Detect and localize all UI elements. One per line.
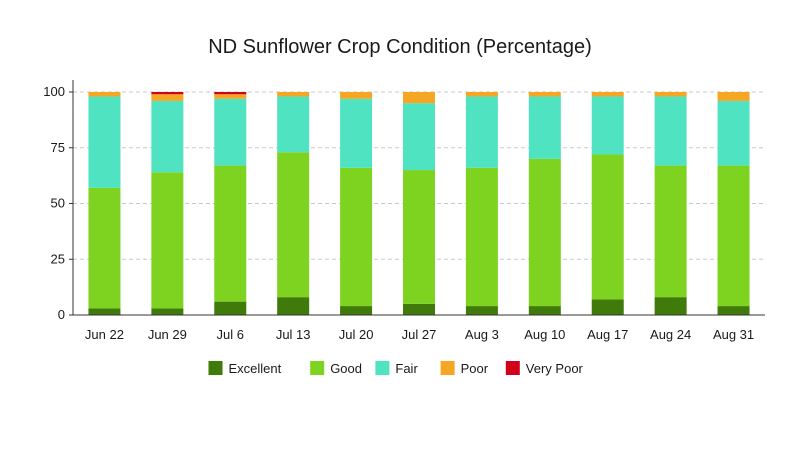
y-tick-label: 100 [43, 84, 65, 99]
bar-segment-fair [591, 96, 624, 155]
y-tick-label: 75 [51, 140, 65, 155]
x-tick-label: Aug 3 [465, 327, 499, 342]
legend-label: Good [330, 361, 362, 376]
legend-label: Poor [461, 361, 489, 376]
bar-segment-good [277, 152, 310, 298]
bar-segment-excellent [214, 301, 247, 315]
bars [88, 92, 750, 315]
legend-swatch [505, 361, 520, 375]
bar-segment-good [88, 187, 121, 309]
bar-segment-excellent [654, 297, 687, 315]
legend-label: Very Poor [526, 361, 584, 376]
bar-segment-very-poor [151, 92, 184, 95]
bar-segment-excellent [88, 308, 121, 315]
y-tick-label: 50 [51, 196, 65, 211]
bar-segment-fair [88, 96, 121, 188]
x-tick-label: Jul 13 [276, 327, 311, 342]
bar-segment-good [403, 170, 435, 304]
bar-segment-fair [403, 103, 435, 171]
bar-segment-fair [151, 100, 184, 173]
bar-segment-poor [591, 92, 624, 97]
x-tick-label: Jul 27 [402, 327, 437, 342]
bar-segment-excellent [151, 308, 184, 315]
bar-segment-excellent [340, 306, 373, 315]
bar-segment-good [214, 165, 247, 302]
bar-segment-fair [528, 96, 561, 159]
bar-segment-poor [214, 94, 247, 99]
bar-segment-poor [88, 92, 121, 97]
legend: Excellent Good Fair Poor Very Poor [208, 361, 584, 376]
bar-segment-good [151, 172, 184, 309]
legend-label: Excellent [229, 361, 282, 376]
x-tick-label: Aug 31 [713, 327, 754, 342]
y-tick-label: 25 [51, 251, 65, 266]
bar-segment-fair [214, 98, 247, 166]
bar-segment-fair [277, 96, 310, 153]
bar-segment-poor [654, 92, 687, 97]
legend-swatch [208, 361, 223, 375]
bar-segment-good [591, 154, 624, 300]
bar-segment-excellent [277, 297, 310, 315]
x-tick-label: Jul 20 [339, 327, 374, 342]
bar-segment-good [465, 167, 498, 307]
bar-segment-fair [340, 98, 373, 168]
bar-segment-poor [151, 94, 184, 101]
bar-segment-excellent [403, 303, 435, 315]
bar-segment-good [528, 158, 561, 307]
x-tick-label: Aug 17 [587, 327, 628, 342]
y-tick-label: 0 [58, 307, 65, 322]
bar-segment-fair [654, 96, 687, 166]
bar-segment-excellent [717, 306, 750, 315]
chart-title: ND Sunflower Crop Condition (Percentage) [208, 36, 592, 58]
x-tick-label: Jun 29 [148, 327, 187, 342]
bar-segment-good [654, 165, 687, 298]
bar-segment-fair [717, 100, 750, 166]
x-tick-label: Aug 24 [650, 327, 691, 342]
legend-swatch [375, 361, 390, 375]
bar-segment-excellent [465, 306, 498, 315]
x-tick-label: Jul 6 [217, 327, 244, 342]
axes: 0 25 50 75 100 Jun 22 Jun 29 Jul 6 Jul 13 Jul 20 J… [43, 80, 765, 342]
x-tick-label: Jun 22 [85, 327, 124, 342]
bar-segment-good [717, 165, 750, 307]
legend-swatch [310, 361, 325, 375]
bar-segment-good [340, 167, 373, 307]
bar-segment-poor [277, 92, 310, 97]
bar-segment-poor [403, 92, 435, 104]
bar-segment-excellent [528, 306, 561, 315]
bar-segment-fair [465, 96, 498, 168]
bar-segment-poor [465, 92, 498, 97]
legend-label: Fair [395, 361, 418, 376]
x-tick-label: Aug 10 [524, 327, 565, 342]
bar-segment-poor [528, 92, 561, 97]
legend-swatch [440, 361, 455, 375]
bar-segment-very-poor [214, 92, 247, 95]
bar-segment-poor [717, 92, 750, 101]
bar-segment-poor [340, 92, 373, 99]
bar-segment-excellent [591, 299, 624, 315]
